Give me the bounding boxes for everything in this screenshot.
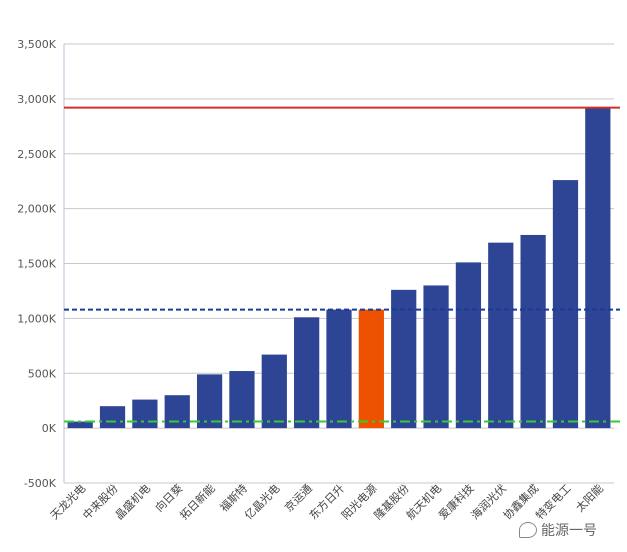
y-tick-label: 3,500K: [17, 38, 56, 51]
bar-6: [229, 371, 255, 429]
bar-8: [294, 317, 320, 429]
x-tick-label: 亿晶光电: [241, 481, 282, 522]
y-tick-label: 0K: [42, 422, 57, 435]
y-tick-label: -500K: [24, 477, 57, 490]
chat-bubble-icon: [519, 522, 537, 538]
bar-1: [67, 421, 93, 429]
y-tick-label: 1,500K: [17, 258, 56, 271]
x-tick-label: 太阳能: [573, 481, 606, 514]
bar-15: [520, 234, 546, 429]
bar-12: [423, 285, 449, 429]
y-tick-label: 1,000K: [17, 312, 56, 325]
watermark: 能源一号: [519, 520, 597, 540]
bar-7: [261, 354, 287, 429]
x-tick-label: 特变电工: [533, 481, 574, 522]
bar-3: [132, 399, 158, 429]
bar-10: [358, 309, 384, 429]
bar-13: [455, 262, 482, 429]
x-tick-label: 晶盛机电: [112, 481, 153, 522]
bar-14: [488, 242, 514, 429]
bar-5: [196, 374, 223, 429]
watermark-text: 能源一号: [541, 523, 597, 539]
x-tick-label: 拓日新能: [177, 481, 218, 522]
bar-9: [326, 309, 352, 429]
bar-11: [391, 289, 417, 429]
bar-2: [99, 406, 126, 429]
y-tick-label: 2,000K: [17, 203, 56, 216]
bar-16: [552, 180, 579, 429]
bar-4: [164, 395, 190, 429]
y-tick-label: 3,000K: [17, 93, 56, 106]
y-tick-label: 2,500K: [17, 148, 56, 161]
bar-17: [585, 107, 611, 429]
y-tick-label: 500K: [28, 367, 57, 380]
